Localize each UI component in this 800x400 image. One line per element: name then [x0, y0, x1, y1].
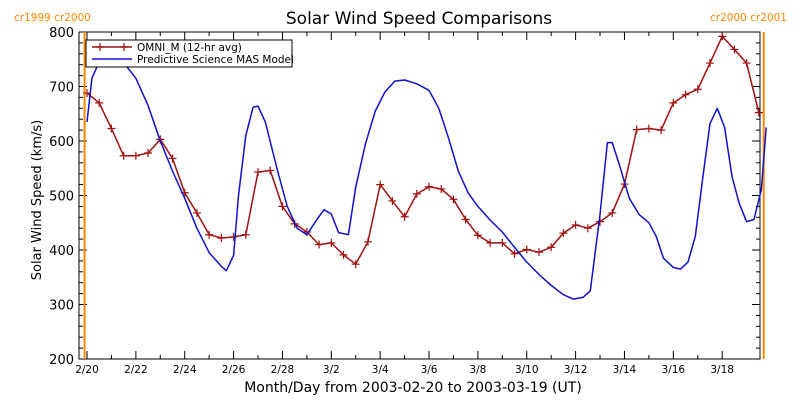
data-point-omni — [412, 189, 421, 198]
data-point-omni — [486, 238, 495, 247]
plot-frame — [78, 31, 761, 360]
y-tick-label: 700 — [49, 81, 74, 96]
data-point-omni — [449, 195, 458, 204]
series-line-mas — [86, 59, 767, 300]
x-tick-label: 3/8 — [469, 364, 486, 376]
y-axis-label: Solar Wind Speed (km/s) — [30, 120, 45, 280]
x-axis-label: Month/Day from 2003-02-20 to 2003-03-19 … — [244, 380, 582, 396]
x-tick-label: 2/20 — [75, 364, 99, 376]
data-point-omni — [229, 232, 238, 241]
x-tick-label: 3/2 — [323, 364, 340, 376]
y-tick-label: 500 — [49, 190, 74, 205]
data-point-omni — [657, 126, 666, 135]
data-point-omni — [376, 180, 385, 189]
legend: OMNI_M (12-hr avg) Predictive Science MA… — [85, 39, 294, 68]
data-point-omni — [425, 182, 434, 191]
data-point-omni — [388, 196, 397, 205]
x-tick-label: 2/22 — [124, 364, 148, 376]
data-point-omni — [693, 85, 702, 94]
x-axis-ticks: 2/20 2/22 2/24 2/26 2/28 3/2 3/4 3/6 3/8 3/10 3/12… — [75, 32, 734, 376]
data-point-omni — [339, 250, 348, 259]
data-point-omni — [131, 151, 140, 160]
data-point-omni — [144, 148, 153, 157]
y-axis-ticks: 200 300 400 500 600 700 800 — [49, 26, 760, 368]
data-point-omni — [327, 238, 336, 247]
legend-label-mas: Predictive Science MAS Model — [137, 54, 294, 66]
data-point-omni — [534, 248, 543, 257]
data-point-omni — [498, 238, 507, 247]
x-tick-label: 3/4 — [372, 364, 389, 376]
data-point-omni — [278, 202, 287, 211]
data-point-omni — [205, 230, 214, 239]
legend-label-omni: OMNI_M (12-hr avg) — [137, 42, 242, 54]
y-tick-label: 800 — [49, 26, 74, 41]
data-point-omni — [107, 124, 116, 133]
data-point-omni — [168, 154, 177, 163]
data-point-omni — [95, 98, 104, 107]
y-tick-label: 600 — [49, 135, 74, 150]
data-point-omni — [754, 108, 763, 117]
data-point-omni — [705, 59, 714, 68]
data-point-omni — [632, 125, 641, 134]
legend-marker-omni — [120, 43, 128, 51]
carrington-markers: cr1999 cr2000 cr2000 cr2001 — [14, 12, 787, 359]
data-point-omni — [559, 229, 568, 238]
x-tick-label: 3/18 — [710, 364, 734, 376]
data-point-omni — [400, 212, 409, 221]
y-tick-label: 400 — [49, 244, 74, 259]
x-tick-label: 3/16 — [662, 364, 686, 376]
data-point-omni — [217, 234, 226, 243]
data-point-omni — [681, 90, 690, 99]
y-tick-label: 200 — [49, 353, 74, 368]
data-point-omni — [571, 220, 580, 229]
data-point-omni — [608, 208, 617, 217]
data-point-omni — [363, 237, 372, 246]
y-tick-label: 300 — [49, 299, 74, 314]
data-point-omni — [119, 151, 128, 160]
data-point-omni — [669, 98, 678, 107]
data-point-omni — [547, 243, 556, 252]
data-point-omni — [241, 230, 250, 239]
data-point-omni — [192, 208, 201, 217]
x-tick-label: 2/24 — [173, 364, 197, 376]
data-point-omni — [522, 245, 531, 254]
series-layer — [83, 32, 767, 300]
data-point-omni — [351, 260, 360, 269]
x-tick-label: 3/14 — [613, 364, 637, 376]
data-point-omni — [473, 231, 482, 240]
data-point-omni — [742, 59, 751, 68]
data-point-omni — [315, 240, 324, 249]
data-point-omni — [266, 166, 275, 175]
data-point-omni — [510, 249, 519, 258]
data-point-omni — [730, 45, 739, 54]
x-tick-label: 3/6 — [421, 364, 438, 376]
data-point-omni — [583, 224, 592, 233]
carrington-marker-label: cr2000 cr2001 — [710, 12, 787, 24]
legend-marker-omni — [96, 43, 104, 51]
series-line-omni — [86, 35, 760, 265]
carrington-marker-label: cr1999 cr2000 — [14, 12, 91, 24]
data-point-omni — [254, 168, 263, 177]
x-tick-label: 3/12 — [564, 364, 588, 376]
legend-box — [85, 39, 293, 68]
data-point-omni — [718, 32, 727, 41]
x-tick-label: 3/10 — [515, 364, 539, 376]
x-tick-label: 2/28 — [271, 364, 295, 376]
chart-title: Solar Wind Speed Comparisons — [286, 9, 552, 29]
data-point-omni — [461, 215, 470, 224]
data-point-omni — [644, 124, 653, 133]
x-tick-label: 2/26 — [222, 364, 246, 376]
data-point-omni — [437, 184, 446, 193]
